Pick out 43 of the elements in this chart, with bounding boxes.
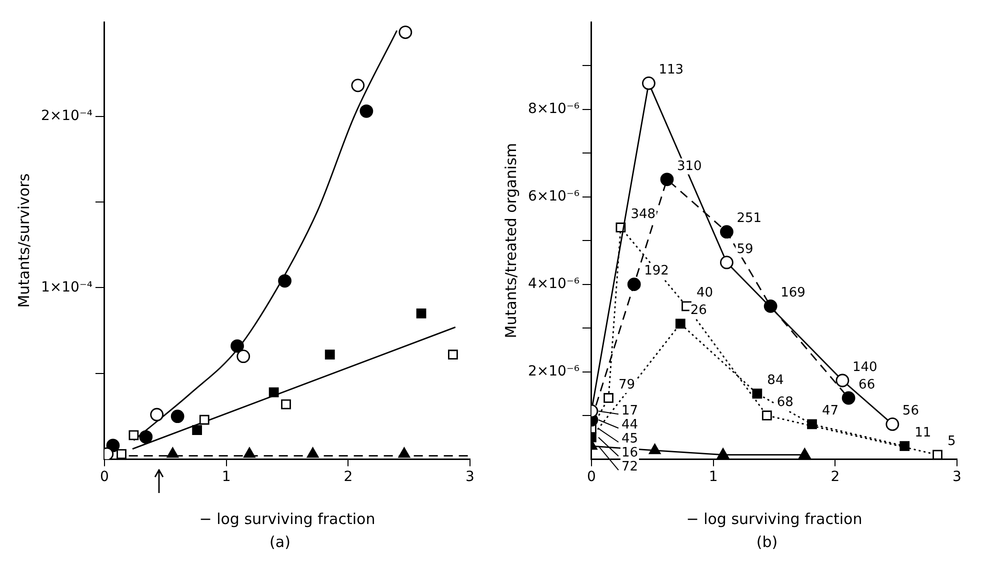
annotation: 16	[621, 445, 638, 460]
annotation: 45	[621, 431, 638, 446]
annotation: 11	[914, 425, 932, 440]
annotation: 72	[621, 459, 638, 474]
x-tick-label: 0	[100, 469, 109, 486]
x-tick-label: 0	[586, 469, 596, 486]
annotation: 26	[690, 303, 707, 318]
text: (a)	[268, 533, 292, 551]
annotation: 5	[948, 434, 956, 450]
x-tick-label: 1	[708, 469, 718, 486]
annotation: 84	[767, 372, 784, 388]
y-tick-label: 2×10⁻⁶	[528, 363, 580, 380]
y-tick-label: 4×10⁻⁶	[528, 276, 580, 292]
annotation: 59	[736, 242, 754, 257]
annotation: 251	[736, 211, 762, 226]
text: (b)	[755, 533, 779, 551]
annotation: 56	[902, 404, 919, 419]
annotation: 113	[658, 62, 684, 78]
x-tick-label: 2	[344, 469, 353, 486]
x-tick-label: 1	[222, 469, 231, 486]
annotation: 66	[858, 377, 876, 392]
y-axis-title: Mutants/treated organism	[502, 142, 520, 338]
annotation: 47	[822, 404, 839, 419]
annotation: 68	[776, 394, 794, 410]
y-axis-title: Mutants/survivors	[14, 173, 33, 308]
annotation: 140	[852, 360, 878, 375]
annotation: 169	[780, 286, 806, 301]
y-tick-label: 1×10⁻⁴	[40, 279, 93, 296]
y-tick-label: 6×10⁻⁶	[528, 188, 580, 205]
y-tick-label: 8×10⁻⁶	[528, 101, 580, 118]
annotation: 17	[621, 403, 638, 418]
annotation: 44	[621, 417, 638, 432]
annotation: 40	[696, 286, 714, 301]
annotation: 348	[630, 206, 656, 222]
annotation: 192	[644, 264, 669, 279]
x-tick-label: 3	[466, 469, 474, 486]
y-tick-label: 2×10⁻⁴	[40, 108, 93, 124]
x-axis-title: − log surviving fraction	[199, 510, 376, 528]
annotation: 79	[618, 377, 636, 392]
x-tick-label: 2	[830, 469, 840, 486]
x-axis-title: − log surviving fraction	[686, 510, 862, 528]
annotation: 310	[677, 158, 702, 174]
x-tick-label: 3	[952, 469, 962, 486]
